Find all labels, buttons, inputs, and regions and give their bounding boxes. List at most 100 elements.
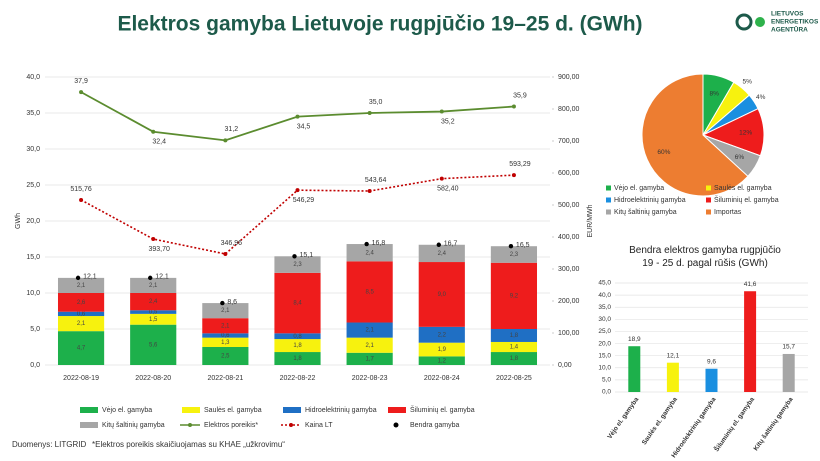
line-point [295,188,300,193]
y-tick-label: 10,0 [26,290,40,297]
y2-tick-label: 500,00 [558,202,580,209]
y-tick-label: 20,0 [598,340,611,347]
x-tick-label: 2022-08-21 [207,375,243,382]
bar [782,353,795,392]
bar-label: 1,9 [438,347,447,353]
total-point [436,242,441,247]
total-point [75,275,81,281]
bar-segment [202,303,249,319]
bar-segment [202,347,249,365]
legend-label: Kaina LT [305,422,333,429]
legend-swatch [706,185,711,191]
bar-label: 2,1 [77,321,86,327]
y2-tick-label: 700,00 [558,138,580,145]
bar-segment [57,316,105,332]
legend-swatch [80,407,98,413]
line-label: 593,29 [509,161,531,168]
legend-swatch [289,423,293,427]
line-label: 32,4 [152,139,166,146]
total-point [364,241,369,247]
bar-segment [202,318,249,334]
bar-label: 1,2 [438,358,447,364]
bar-label: 8,5 [365,289,374,295]
bar-segment [274,333,321,340]
y-tick-label: 15,0 [26,254,40,261]
y-tick-label: 25,0 [26,182,40,189]
bar-label: 1,3 [221,340,230,346]
legend-label: Kitų šaltinių gamyba [614,209,677,216]
bar-label: 9,0 [438,292,447,298]
y2-tick-label: 300,00 [558,266,580,273]
line-label: 37,9 [74,78,88,85]
y-tick-label: 30,0 [26,146,40,153]
y2-tick-label: 100,00 [558,330,580,337]
footnote: *Elektros poreikis skaičiuojamas su KHAE… [92,440,285,449]
bar-segment [57,277,105,293]
legend-label: Hidroelektrinių gamyba [305,407,377,414]
total-label: 16,7 [444,241,458,248]
legend-label: Hidroelektrinių gamyba [614,197,686,204]
x-tick-label: 2022-08-22 [280,375,316,382]
line-label: 582,40 [437,185,459,192]
y-tick-label: 35,0 [598,304,611,311]
bar-label: 0,8 [293,334,302,340]
bar-label: 1,4 [510,345,519,351]
line-label: 546,29 [293,197,315,204]
line-point [511,173,516,178]
bar-segment [57,311,105,317]
bar-label: 9,6 [707,358,716,365]
line-label: 543,64 [365,177,387,184]
pie-slice [641,73,749,197]
y-tick-label: 30,0 [598,316,611,323]
bar [744,291,757,392]
bar-segment [130,277,177,293]
bar-label: 2,1 [221,308,230,314]
bar-segment [57,331,105,365]
legend-label: Importas [714,209,742,216]
line-label: 393,70 [149,246,171,253]
bar-segment [130,310,177,314]
total-label: 12,1 [83,274,97,281]
pie-label: 60% [657,149,670,156]
pie-label: 6% [735,154,745,161]
bar-label: 8,4 [293,301,302,307]
y2-tick-label: 600,00 [558,170,580,177]
line-point [295,114,300,119]
bar-label: 1,8 [510,333,519,339]
bar-segment [130,313,177,325]
bar-label: 0,5 [149,310,158,316]
bar-label: 0,6 [221,333,230,339]
legend-label: Bendra gamyba [410,422,460,429]
legend-swatch [388,407,406,413]
legend-swatch [283,407,301,413]
legend-swatch [706,209,711,215]
total-label: 16,8 [372,240,386,247]
x-tick-label: 2022-08-25 [496,375,532,382]
bar-segment [346,337,393,353]
line-label: 35,0 [369,99,383,106]
bar-segment [418,262,465,327]
legend-label: Vėjo el. gamyba [102,407,152,414]
bar-segment [274,256,321,273]
y-tick-label: 0,0 [30,362,40,369]
bar-segment [490,341,538,353]
total-point [148,275,153,281]
y-tick-label: 35,0 [26,110,40,117]
line-point [79,197,84,202]
legend-swatch [182,407,200,413]
x-tick-label: 2022-08-19 [63,375,99,382]
source: Duomenys: LITGRID [12,440,86,449]
bar-label: 2,1 [365,343,374,349]
y-tick-label: 5,0 [602,377,611,384]
y-tick-label: 5,0 [30,326,40,333]
total-label: 15,1 [300,252,314,259]
pie-label: 5% [742,79,752,86]
y2-tick-label: 900,00 [558,74,580,81]
chart-title: Bendra elektros gamyba rugpjūčio 19 - 25 … [629,245,781,269]
y-axis-label: GWh [15,213,22,229]
bar-segment [490,246,538,263]
bar-segment [274,352,321,365]
bar-segment [346,352,393,365]
bar-label: 12,1 [667,352,680,359]
y2-axis-label: EUR/MWh [587,204,594,237]
